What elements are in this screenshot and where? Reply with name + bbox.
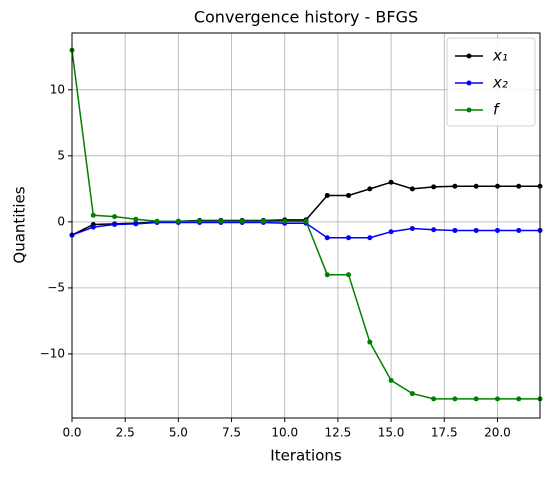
legend-box [446,37,536,127]
data-point [516,227,522,233]
data-point [324,192,330,198]
data-point [473,183,479,189]
data-point [324,235,330,241]
y-tick-label: 0 [57,214,65,228]
x-tick-label: 0.0 [62,426,81,440]
y-axis-label: Quantities [11,186,29,263]
data-point [133,216,139,222]
data-point [388,229,394,235]
y-tick-label: −10 [40,346,65,360]
data-point [239,218,245,224]
data-point [154,218,160,224]
data-point [112,222,118,228]
data-point [367,186,373,192]
data-point [324,272,330,278]
data-point [90,212,96,218]
legend-marker [466,80,472,86]
data-point [346,235,352,241]
data-point [303,218,309,224]
legend-label: x₂ [492,74,508,92]
x-tick-label: 17.5 [431,426,458,440]
x-tick-label: 2.5 [116,426,135,440]
legend-marker [466,107,472,113]
x-tick-label: 20.0 [484,426,511,440]
data-point [388,377,394,383]
series-line [71,181,540,236]
y-tick-label: 5 [57,148,65,162]
y-tick-label: −5 [47,280,65,294]
data-point [90,224,96,230]
chart-title: Convergence history - BFGS [194,8,418,27]
data-point [494,227,500,233]
legend-marker [466,53,472,59]
y-tick-label: 10 [50,82,65,96]
legend-label: x₁ [492,47,508,65]
data-point [346,272,352,278]
data-point [473,396,479,402]
data-point [197,218,203,224]
x-tick-label: 12.5 [325,426,352,440]
data-point [431,227,437,233]
data-point [367,235,373,241]
x-tick-label: 7.5 [222,426,241,440]
data-point [473,227,479,233]
legend-label: f [493,101,501,119]
data-point [409,225,415,231]
plot-frame [71,32,541,419]
legend: x₁ x₂ f [446,37,536,127]
data-point [388,179,394,185]
data-point [175,218,181,224]
data-point [260,218,266,224]
data-point [409,391,415,397]
data-point [367,339,373,345]
x-tick-label: 15.0 [378,426,405,440]
data-point [431,396,437,402]
data-point [452,183,458,189]
data-point [409,186,415,192]
data-point [452,227,458,233]
data-point [452,396,458,402]
data-point [494,183,500,189]
data-point [218,218,224,224]
data-point [133,221,139,227]
data-point [346,192,352,198]
x-tick-label: 10.0 [271,426,298,440]
data-point [516,183,522,189]
data-point [516,396,522,402]
x-axis-label: Iterations [270,447,342,465]
data-point [112,214,118,220]
data-point [494,396,500,402]
data-point [282,218,288,224]
data-point [431,184,437,190]
x-tick-label: 5.0 [169,426,188,440]
